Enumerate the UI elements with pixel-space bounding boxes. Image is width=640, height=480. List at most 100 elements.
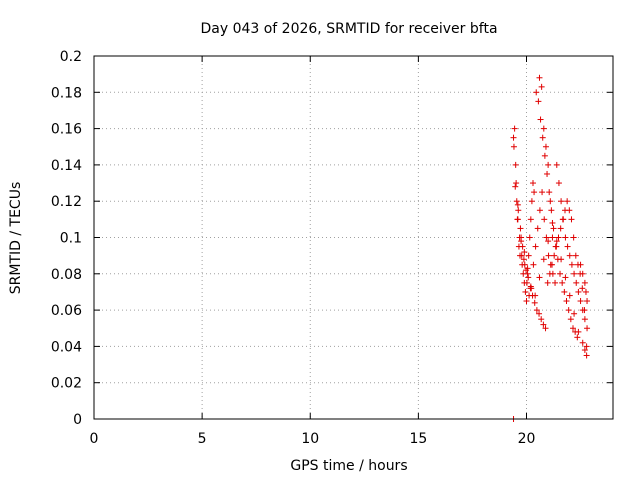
data-point [558,198,565,205]
data-point [518,252,525,259]
data-point [540,321,547,328]
data-point [527,283,534,290]
data-point [518,238,525,245]
data-point [522,288,529,295]
data-point [539,189,546,196]
data-point [553,161,560,168]
data-point [566,252,573,259]
data-point [515,207,522,214]
data-point [549,261,556,268]
data-point [531,299,538,306]
data-point [536,274,543,281]
data-point [577,298,584,305]
data-point [536,207,543,214]
data-point [551,252,558,259]
data-point [574,261,581,268]
data-point [568,261,575,268]
data-point [521,261,528,268]
data-point [514,201,521,208]
data-point [547,198,554,205]
data-point [546,189,553,196]
data-point [582,288,589,295]
data-point [536,310,543,317]
data-point [533,89,540,96]
y-tick-label: 0.12 [51,194,82,210]
y-tick-label: 0 [73,412,82,428]
data-point [544,279,551,286]
data-point [584,325,591,332]
x-axis-title: GPS time / hours [290,458,407,474]
data-point [513,198,520,205]
data-point [535,98,542,105]
data-point [519,243,526,250]
data-point [532,243,539,250]
data-point [510,143,517,150]
y-tick-label: 0.02 [51,376,82,392]
data-point [530,261,537,268]
data-point [526,234,533,241]
y-tick-label: 0.06 [51,303,82,319]
data-point [557,270,564,277]
data-point [573,279,580,286]
data-point [545,238,552,245]
y-tick-label: 0.2 [60,49,82,65]
data-point [510,134,517,141]
data-point [571,310,578,317]
data-point [545,252,552,259]
y-tick-label: 0.18 [51,85,82,101]
data-point [543,234,550,241]
y-tick-label: 0.04 [51,339,82,355]
x-tick-labels: 0 5 10 15 20 [90,431,536,447]
data-point [542,143,549,150]
data-point [561,288,568,295]
data-point [538,316,545,323]
data-point [557,225,564,232]
data-point [563,298,570,305]
data-point [527,216,534,223]
data-point [566,292,573,299]
data-point [536,74,543,81]
data-point [545,161,552,168]
data-point [575,288,582,295]
data-point [516,234,523,241]
data-point [533,307,540,314]
data-point [548,207,555,214]
data-point [558,256,565,263]
data-point [583,343,590,350]
y-tick-labels: 0 0.02 0.04 0.06 0.08 0.1 0.12 0.14 0.16 0.18 0.2 [51,49,82,428]
data-point [546,270,553,277]
axis-ticks [93,55,613,420]
data-point [541,216,548,223]
y-tick-label: 0.14 [51,158,82,174]
data-point [559,279,566,286]
data-point [566,207,573,214]
data-point [562,234,569,241]
data-point [555,234,562,241]
data-point [553,243,560,250]
x-tick-label: 20 [518,431,536,447]
data-point [579,339,586,346]
data-point [565,307,572,314]
data-point [549,219,556,226]
data-point [570,234,577,241]
data-point [574,334,581,341]
data-point [579,285,586,292]
data-point [559,216,566,223]
data-point [577,270,584,277]
x-tick-label: 15 [409,431,427,447]
data-point [539,134,546,141]
data-point [528,198,535,205]
data-point [564,243,571,250]
data-point [514,216,521,223]
data-point [540,125,547,132]
data-point [555,180,562,187]
data-point [550,225,557,232]
data-point [541,152,548,159]
data-point [584,298,591,305]
data-point [571,270,578,277]
data-point [538,83,545,90]
grid [94,56,613,419]
data-point [564,198,571,205]
y-axis-title: SRMTID / TECUs [8,182,24,295]
data-point [523,298,530,305]
